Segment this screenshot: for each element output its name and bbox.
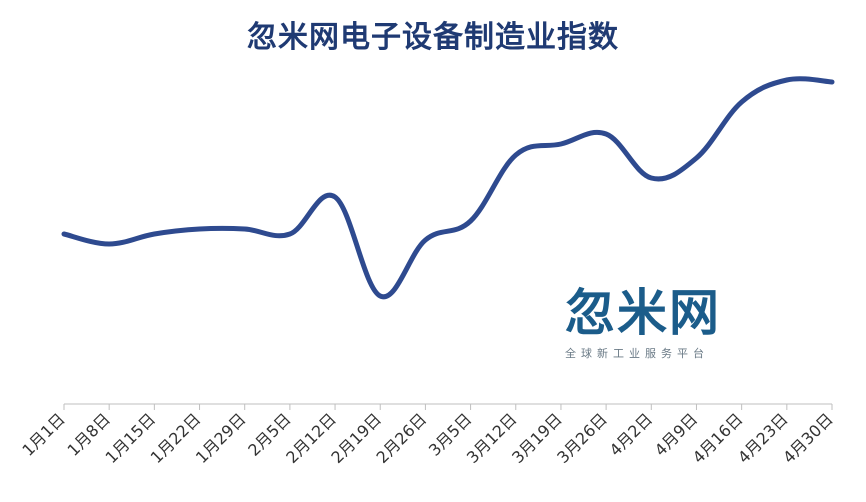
x-tick-label: 4月30日	[779, 409, 837, 467]
x-tick-labels: 1月1日1月8日1月15日1月22日1月29日2月5日2月12日2月19日2月2…	[18, 409, 836, 467]
watermark-logo: 忽米网 全球新工业服务平台	[565, 285, 775, 361]
watermark-tagline: 全球新工业服务平台	[565, 347, 709, 360]
series-line	[61, 76, 835, 300]
watermark-brand: 忽米网	[565, 285, 775, 341]
x-tick-label: 1月29日	[192, 409, 250, 467]
x-axis	[63, 403, 833, 410]
watermark-brand-text: 忽米网	[565, 284, 721, 342]
x-tick-label: 1月1日	[18, 409, 68, 459]
x-tick-label: 4月2日	[606, 409, 656, 459]
x-tick-label: 2月26日	[373, 409, 431, 467]
x-tick-label: 3月26日	[553, 409, 611, 467]
chart-title: 忽米网电子设备制造业指数	[247, 20, 619, 55]
